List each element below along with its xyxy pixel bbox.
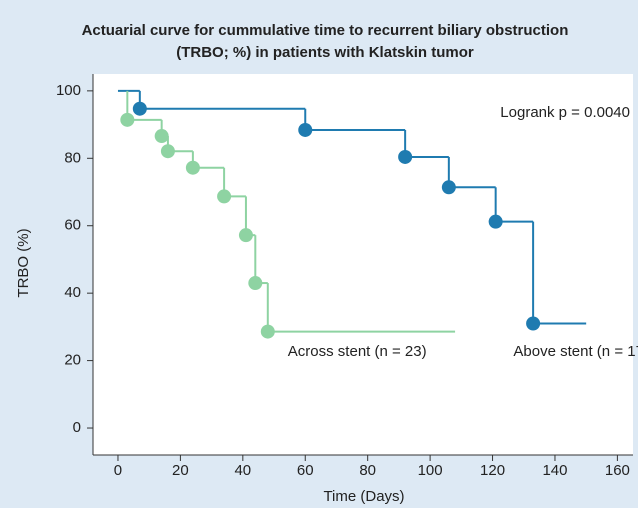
- y-tick-label: 40: [64, 284, 81, 301]
- plot-area: [93, 74, 633, 455]
- event-marker: [398, 149, 413, 164]
- y-tick-label: 60: [64, 217, 81, 234]
- y-axis-label: TRBO (%): [15, 228, 32, 297]
- event-marker: [441, 180, 456, 195]
- x-tick-label: 160: [605, 462, 630, 479]
- x-tick-label: 80: [359, 462, 376, 479]
- annotation: Logrank p = 0.0040: [500, 104, 630, 121]
- x-tick-label: 20: [172, 462, 189, 479]
- y-tick-label: 100: [56, 82, 81, 99]
- event-marker: [260, 324, 275, 339]
- event-marker: [238, 228, 253, 243]
- event-marker: [160, 144, 175, 159]
- series-label: Above stent (n = 17): [513, 343, 638, 360]
- event-marker: [248, 276, 263, 291]
- chart-subtitle: (TRBO; %) in patients with Klatskin tumo…: [176, 44, 474, 61]
- event-marker: [120, 112, 135, 127]
- y-tick-label: 80: [64, 149, 81, 166]
- event-marker: [298, 122, 313, 137]
- event-marker: [488, 214, 503, 229]
- x-tick-label: 40: [234, 462, 251, 479]
- event-marker: [154, 129, 169, 144]
- event-marker: [185, 160, 200, 175]
- y-tick-label: 0: [73, 419, 81, 436]
- series-label: Across stent (n = 23): [288, 343, 427, 360]
- y-tick-label: 20: [64, 352, 81, 369]
- chart-title: Actuarial curve for cummulative time to …: [82, 22, 569, 39]
- x-tick-label: 120: [480, 462, 505, 479]
- x-tick-label: 0: [114, 462, 122, 479]
- event-marker: [217, 189, 232, 204]
- x-tick-label: 100: [418, 462, 443, 479]
- x-tick-label: 60: [297, 462, 314, 479]
- x-tick-label: 140: [542, 462, 567, 479]
- event-marker: [132, 101, 147, 116]
- x-axis-label: Time (Days): [323, 488, 404, 505]
- event-marker: [526, 316, 541, 331]
